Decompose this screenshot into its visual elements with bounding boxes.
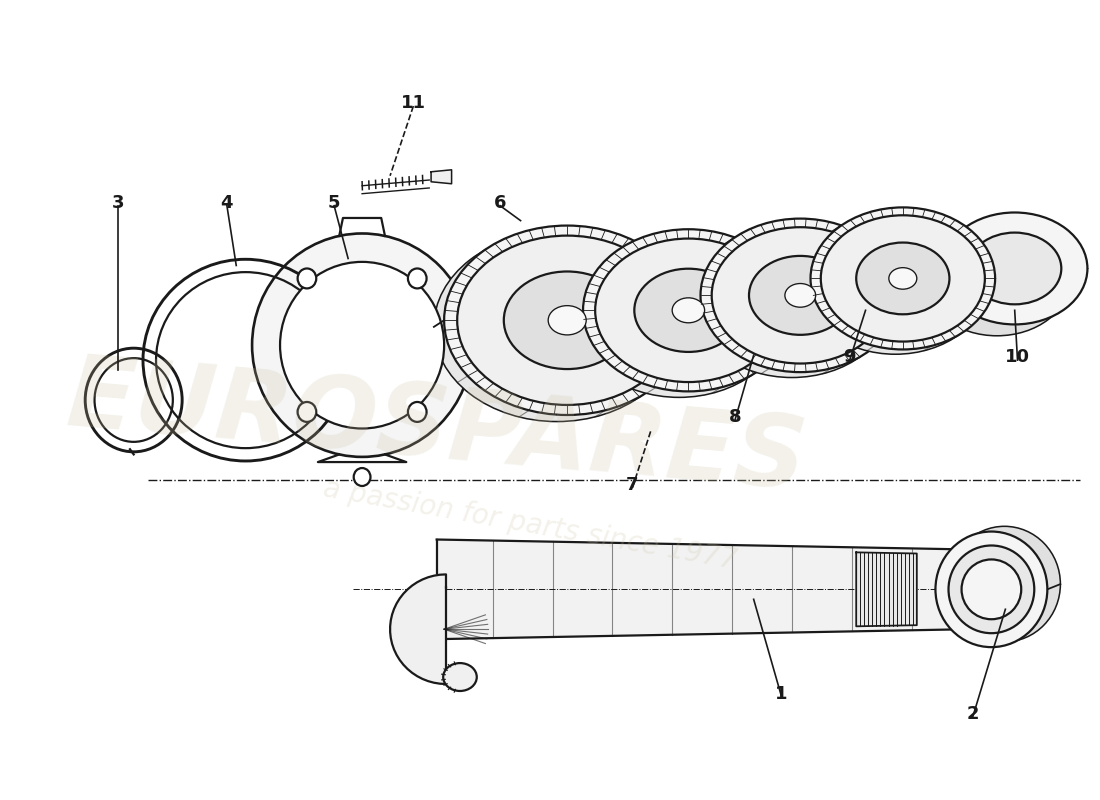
- Ellipse shape: [692, 224, 892, 378]
- Text: 5: 5: [328, 194, 340, 212]
- Text: EUROSPARES: EUROSPARES: [63, 350, 811, 510]
- Circle shape: [408, 269, 427, 289]
- Ellipse shape: [574, 235, 784, 398]
- Circle shape: [298, 269, 317, 289]
- Ellipse shape: [961, 559, 1021, 619]
- Text: 6: 6: [494, 194, 506, 212]
- Ellipse shape: [635, 269, 742, 352]
- Polygon shape: [437, 539, 968, 639]
- Ellipse shape: [444, 226, 691, 415]
- Ellipse shape: [433, 232, 680, 422]
- Circle shape: [354, 468, 371, 486]
- Ellipse shape: [968, 233, 1062, 304]
- Ellipse shape: [252, 234, 472, 457]
- Ellipse shape: [548, 306, 586, 335]
- Circle shape: [298, 402, 317, 422]
- Text: 7: 7: [626, 476, 639, 494]
- Text: 3: 3: [111, 194, 124, 212]
- Ellipse shape: [935, 531, 1047, 647]
- Ellipse shape: [803, 212, 988, 354]
- Ellipse shape: [856, 242, 949, 314]
- Text: 2: 2: [967, 705, 979, 723]
- Text: a passion for parts since 1977: a passion for parts since 1977: [321, 474, 739, 574]
- Ellipse shape: [712, 227, 889, 363]
- Ellipse shape: [701, 218, 900, 372]
- Text: 10: 10: [1005, 348, 1030, 366]
- Ellipse shape: [948, 546, 1034, 633]
- Ellipse shape: [889, 268, 916, 289]
- Text: 11: 11: [400, 94, 426, 112]
- Polygon shape: [390, 574, 446, 684]
- Ellipse shape: [924, 224, 1069, 336]
- Ellipse shape: [280, 262, 444, 429]
- Text: 4: 4: [221, 194, 233, 212]
- Polygon shape: [856, 552, 916, 626]
- Ellipse shape: [583, 230, 794, 391]
- Text: 9: 9: [844, 348, 856, 366]
- Text: 8: 8: [728, 408, 741, 426]
- Ellipse shape: [821, 215, 984, 342]
- Ellipse shape: [672, 298, 705, 322]
- Text: 1: 1: [776, 685, 788, 703]
- Ellipse shape: [443, 663, 476, 691]
- Ellipse shape: [595, 238, 782, 382]
- Ellipse shape: [948, 526, 1060, 642]
- Ellipse shape: [811, 207, 996, 350]
- Ellipse shape: [749, 256, 851, 335]
- Ellipse shape: [785, 283, 816, 307]
- Ellipse shape: [504, 271, 630, 369]
- Ellipse shape: [458, 236, 678, 405]
- Ellipse shape: [942, 213, 1088, 325]
- Polygon shape: [431, 170, 452, 184]
- Circle shape: [408, 402, 427, 422]
